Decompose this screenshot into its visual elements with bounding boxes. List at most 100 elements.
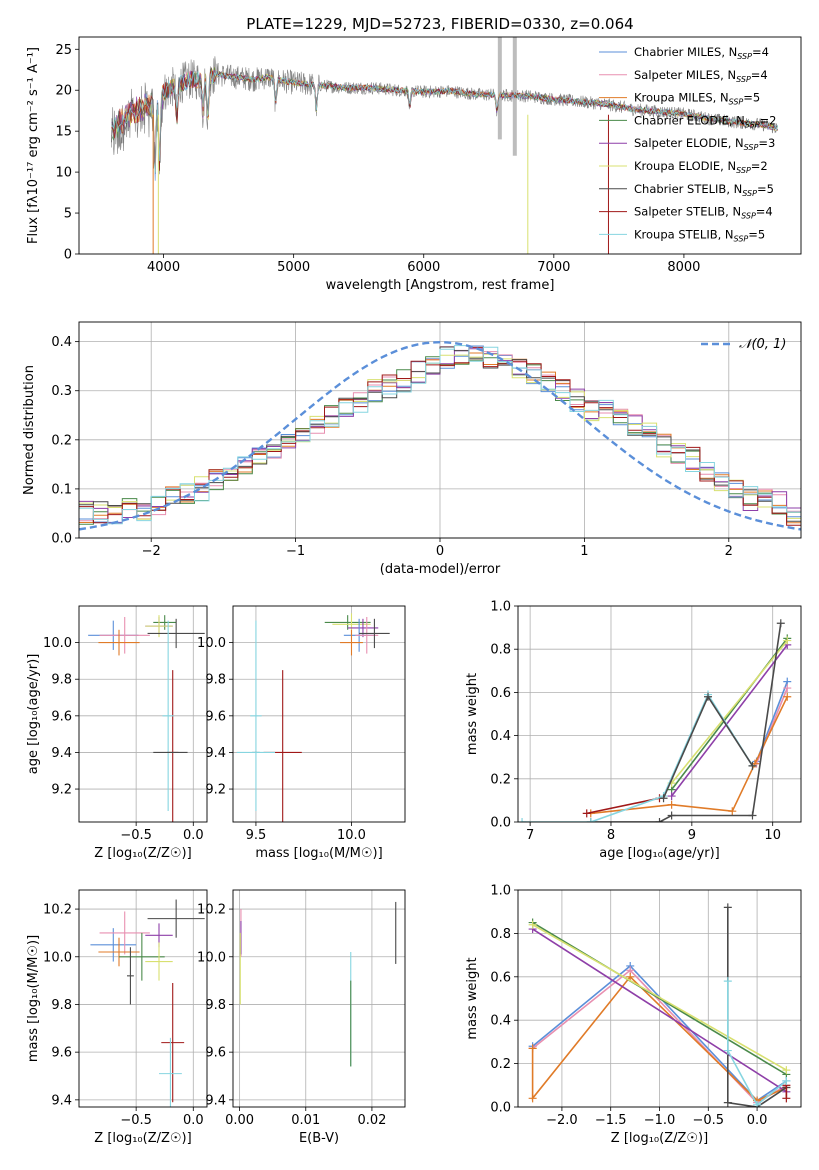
x-tick-label: 6000 [407, 260, 440, 275]
legend-label: Chabrier STELIB, NSSP=5 [634, 182, 774, 198]
errorbar-point-kroupa_stelib [159, 1037, 182, 1107]
y-tick-label: 9.8 [205, 998, 226, 1013]
chart-title: PLATE=1229, MJD=52723, FIBERID=0330, z=0… [246, 15, 633, 33]
y-tick-label: 0.8 [490, 927, 511, 942]
x-tick-label: −1.0 [644, 1113, 676, 1128]
weight-line-kroupa_elodie [532, 924, 787, 1071]
weight-marker [723, 903, 732, 912]
y-tick-label: 10.2 [43, 903, 72, 918]
errorbar-point-chabrier_stelib [147, 899, 205, 938]
legend-label: Kroupa STELIB, NSSP=5 [634, 227, 765, 243]
legend-label: Kroupa ELODIE, NSSP=2 [634, 159, 768, 175]
panel-mass_vs_ebv: 0.00 0.01 0.02 9.4 9.6 9.8 10.0 10.2 E(B-V) [197, 889, 406, 1146]
legend-label: Chabrier MILES, NSSP=4 [634, 45, 769, 61]
x-tick-label: 0.0 [183, 1113, 204, 1128]
plot-area-age_vs_z [88, 615, 205, 822]
axes-frame [78, 889, 208, 1108]
axes-frame [78, 605, 208, 823]
y-tick-label: 9.2 [205, 783, 226, 798]
x-axis-label: E(B-V) [299, 1131, 339, 1146]
panel-age_vs_mass: 9.5 10.0 9.2 9.4 9.6 9.8 10.0 mass [log₁₀(M/M☉)… [197, 605, 406, 861]
y-tick-label: 9.4 [205, 746, 226, 761]
legend-label: Kroupa MILES, NSSP=5 [634, 91, 760, 107]
y-tick-label: 9.4 [51, 1093, 72, 1108]
legend: 𝒩(0, 1) [701, 337, 786, 352]
y-tick-label: 0.0 [490, 816, 511, 831]
weight-marker [782, 1066, 791, 1075]
weight-marker [728, 807, 737, 816]
y-tick-label: 9.6 [205, 709, 226, 724]
weight-line-salpeter_elodie [670, 644, 788, 797]
axes-frame [232, 889, 406, 1108]
weight-marker [723, 1098, 732, 1107]
plot-area-weight_vs_age [518, 619, 792, 822]
y-tick-label: 9.6 [51, 709, 72, 724]
weight-marker [582, 809, 591, 818]
x-axis-label: mass [log₁₀(M/M☉)] [255, 846, 382, 861]
weight-marker [776, 619, 785, 628]
x-tick-label: 7 [526, 828, 534, 843]
weight-marker [659, 794, 668, 803]
weight-line-kroupa_elodie [670, 640, 788, 784]
x-tick-label: 9 [688, 828, 696, 843]
panel-mass_vs_z: −0.5 0.0 9.4 9.6 9.8 10.0 10.2 Z [log₁₀(Z/Z☉)] m… [26, 889, 208, 1146]
legend: Chabrier MILES, NSSP=4 Salpeter MILES, NS… [599, 45, 776, 243]
x-tick-label: 8000 [667, 260, 700, 275]
y-tick-label: 15 [55, 125, 72, 140]
y-tick-label: 0.0 [51, 532, 72, 547]
y-tick-label: 10.0 [43, 636, 72, 651]
errorbar-point-kroupa_stelib [162, 620, 174, 812]
y-tick-label: 5 [64, 207, 72, 222]
y-tick-label: 9.4 [205, 1093, 226, 1108]
y-tick-label: 0.4 [490, 729, 511, 744]
y-tick-label: 0.4 [490, 1014, 511, 1029]
weight-marker [723, 977, 732, 986]
weight-line-chabrier_stelib [590, 623, 782, 822]
y-tick-label: 10 [55, 166, 72, 181]
y-axis-label: age [log₁₀(age/yr)] [26, 654, 41, 775]
x-tick-label: −0.5 [120, 1113, 152, 1128]
weight-marker [528, 920, 537, 929]
gaussian-curve [79, 340, 801, 531]
y-tick-label: 10.2 [197, 903, 226, 918]
y-tick-label: 9.8 [51, 998, 72, 1013]
weight-marker [783, 636, 792, 645]
histogram-kroupa_stelib [79, 345, 801, 525]
weight-marker [748, 761, 757, 770]
errorbar-point-chabrier_miles [90, 928, 137, 962]
weight-marker [667, 792, 676, 801]
x-tick-label: 2 [725, 544, 733, 559]
histogram-salpeter_stelib [79, 346, 801, 526]
y-tick-label: 0 [64, 248, 72, 263]
x-tick-label: −2.0 [546, 1113, 578, 1128]
weight-marker [667, 811, 676, 820]
x-tick-label: −0.5 [120, 828, 152, 843]
weight-marker [667, 800, 676, 809]
y-tick-label: 10.0 [197, 636, 226, 651]
x-tick-label: 0 [436, 544, 444, 559]
legend-label: Salpeter ELODIE, NSSP=3 [634, 136, 775, 152]
y-tick-label: 0.2 [490, 772, 511, 787]
y-tick-label: 1.0 [490, 884, 511, 899]
y-tick-label: 0.8 [490, 643, 511, 658]
panel-spectrum: 4000 5000 6000 7000 8000 0 5 10 15 20 25 wavelength… [26, 15, 802, 293]
weight-marker [783, 692, 792, 701]
x-tick-label: −1.5 [595, 1113, 627, 1128]
errorbar-point-salpeter_miles [99, 616, 150, 654]
weight-line-salpeter_elodie [532, 928, 787, 1093]
y-tick-label: 10.0 [43, 950, 72, 965]
x-tick-label: 9.5 [246, 828, 267, 843]
x-tick-label: 7000 [537, 260, 570, 275]
x-tick-label: 0.02 [357, 1113, 386, 1128]
y-axis-label: mass weight [465, 957, 480, 1039]
model-spectrum-kroupa_stelib [111, 71, 778, 173]
y-tick-label: 9.8 [205, 673, 226, 688]
y-tick-label: 0.1 [51, 482, 72, 497]
weight-marker [783, 684, 792, 693]
x-tick-label: 0.0 [747, 1113, 768, 1128]
panel-weight_vs_age: 7 8 9 10 0.0 0.2 0.4 0.6 0.8 1.0 age [log₁₀(age/yr… [465, 600, 802, 861]
weight-marker [748, 811, 757, 820]
y-tick-label: 25 [55, 43, 72, 58]
weight-line-salpeter_stelib [586, 797, 660, 815]
